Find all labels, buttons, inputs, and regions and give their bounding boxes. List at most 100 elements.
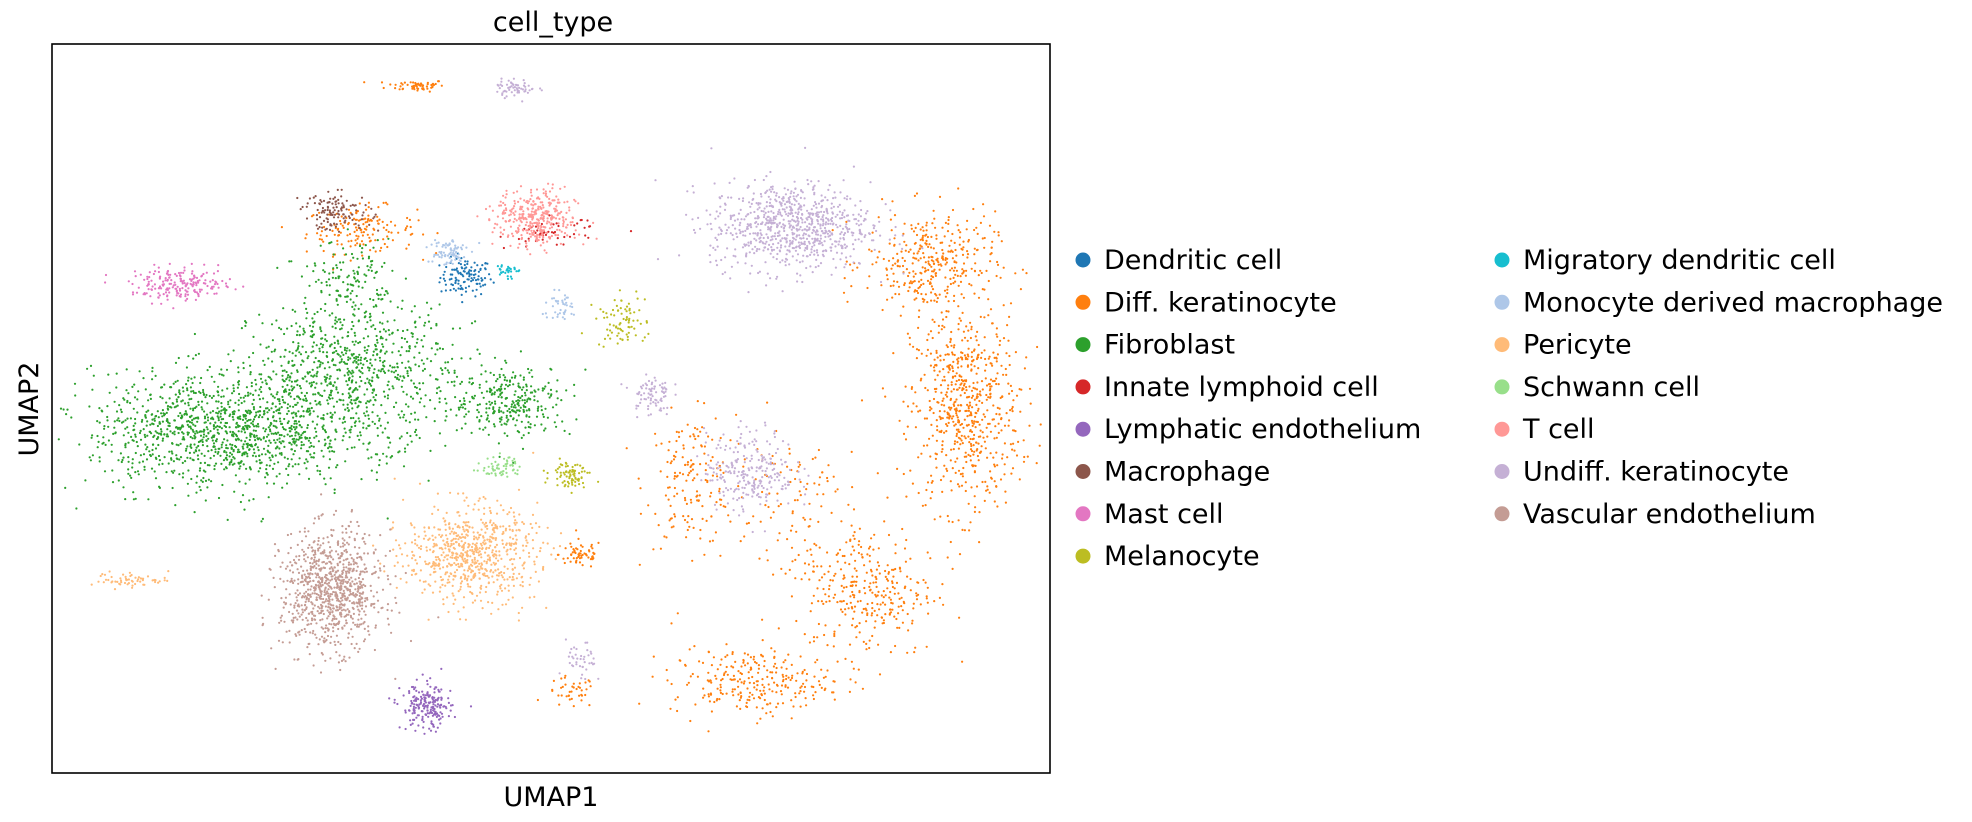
data-point: [882, 590, 885, 593]
data-point: [198, 485, 201, 488]
data-point: [248, 356, 251, 359]
data-point: [453, 369, 456, 372]
data-point: [344, 408, 347, 411]
data-point: [243, 400, 246, 403]
data-point: [394, 83, 397, 86]
data-point: [233, 432, 236, 435]
data-point: [205, 435, 208, 438]
data-point: [921, 226, 924, 229]
data-point: [931, 490, 934, 494]
data-point: [1010, 389, 1014, 393]
data-point: [336, 228, 339, 231]
data-point: [647, 504, 650, 507]
data-point: [664, 494, 668, 497]
data-point: [822, 493, 825, 496]
data-point: [952, 360, 955, 363]
data-point: [850, 285, 853, 288]
data-point: [977, 407, 980, 410]
data-point: [892, 280, 896, 283]
data-point: [502, 411, 505, 414]
data-point: [178, 389, 181, 392]
data-point: [276, 446, 279, 449]
data-point: [940, 450, 943, 453]
data-point: [273, 462, 276, 465]
data-point: [317, 391, 320, 394]
data-point: [269, 424, 272, 427]
data-point: [932, 411, 935, 415]
data-point: [988, 491, 991, 494]
data-point: [841, 610, 844, 614]
data-point: [413, 703, 416, 706]
data-point: [978, 423, 981, 426]
data-point: [298, 435, 301, 439]
data-point: [952, 282, 955, 285]
data-point: [294, 428, 297, 431]
data-point: [406, 328, 409, 332]
data-point: [337, 294, 340, 297]
data-point: [449, 709, 452, 712]
data-point: [483, 277, 487, 280]
data-point: [488, 400, 491, 403]
data-point: [878, 673, 882, 676]
data-point: [311, 420, 314, 423]
data-point: [195, 450, 198, 453]
data-point: [220, 446, 223, 449]
data-point: [966, 250, 969, 253]
data-point: [383, 261, 386, 265]
data-point: [781, 673, 784, 677]
data-point: [338, 361, 341, 364]
data-point: [485, 390, 489, 393]
data-point: [884, 569, 887, 573]
data-point: [123, 398, 126, 401]
data-point: [921, 239, 925, 242]
data-point: [197, 444, 200, 448]
data-point: [889, 590, 892, 594]
data-point: [433, 700, 437, 703]
data-point: [415, 341, 418, 344]
data-point: [668, 519, 671, 522]
data-point: [304, 397, 307, 400]
data-point: [956, 388, 959, 391]
data-point: [413, 711, 416, 715]
data-point: [103, 425, 106, 428]
data-point: [711, 456, 714, 459]
data-point: [812, 565, 815, 568]
data-point: [509, 414, 512, 417]
data-point: [999, 478, 1003, 481]
data-point: [853, 537, 856, 541]
data-point: [144, 435, 147, 439]
data-point: [940, 328, 943, 331]
data-point: [445, 265, 448, 269]
data-point: [817, 448, 821, 452]
data-point: [340, 360, 343, 363]
data-point: [313, 312, 316, 316]
data-point: [357, 266, 360, 269]
data-point: [904, 438, 908, 441]
data-point: [562, 557, 565, 560]
data-point: [421, 369, 425, 372]
data-point: [294, 463, 297, 466]
data-point: [193, 376, 196, 379]
data-point: [363, 357, 366, 361]
data-point: [827, 595, 831, 598]
data-point: [231, 463, 234, 466]
data-point: [995, 360, 998, 363]
data-point: [406, 340, 409, 343]
data-point: [1001, 395, 1004, 398]
data-point: [489, 403, 492, 406]
data-point: [960, 247, 963, 250]
data-point: [199, 461, 202, 465]
data-point: [262, 427, 265, 430]
data-point: [136, 445, 139, 448]
data-point: [580, 556, 583, 559]
data-point: [667, 498, 670, 501]
data-point: [194, 424, 197, 427]
data-point: [914, 226, 917, 229]
data-point: [970, 284, 973, 287]
data-point: [302, 333, 305, 336]
data-point: [324, 442, 327, 445]
data-point: [761, 678, 764, 681]
data-point: [915, 592, 918, 595]
data-point: [891, 580, 894, 583]
data-point: [244, 394, 247, 397]
